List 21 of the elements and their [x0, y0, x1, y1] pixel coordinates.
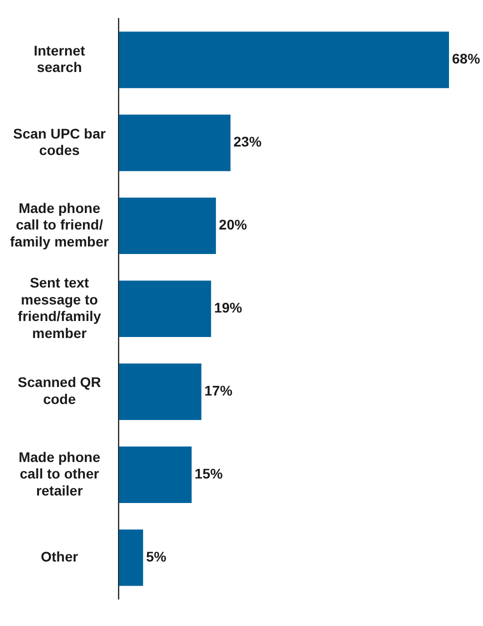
y-tick-label: Scanned QR code — [18, 374, 102, 408]
data-label: 20% — [218, 216, 248, 233]
y-tick-label: Other — [40, 548, 79, 565]
bar — [118, 198, 216, 254]
data-label: 68% — [452, 50, 481, 67]
bar — [118, 364, 202, 420]
data-label: 17% — [204, 382, 233, 399]
data-label: 19% — [214, 300, 243, 316]
data-label: 23% — [234, 134, 262, 150]
y-tick-label: Internet search — [34, 42, 86, 76]
bar — [118, 446, 192, 503]
y-tick-label: Made phone call to other retailer — [18, 448, 100, 498]
data-label: 15% — [194, 466, 224, 482]
bar — [118, 530, 144, 586]
y-tick-label: Sent text message to friend/family member — [18, 274, 102, 341]
data-label: 5% — [146, 548, 167, 565]
y-tick-label: Scan UPC bar codes — [13, 125, 106, 158]
bar — [118, 114, 230, 172]
y-tick-label: Made phone call to friend/ family member — [10, 200, 110, 250]
bar — [118, 280, 212, 338]
bar — [118, 32, 449, 88]
